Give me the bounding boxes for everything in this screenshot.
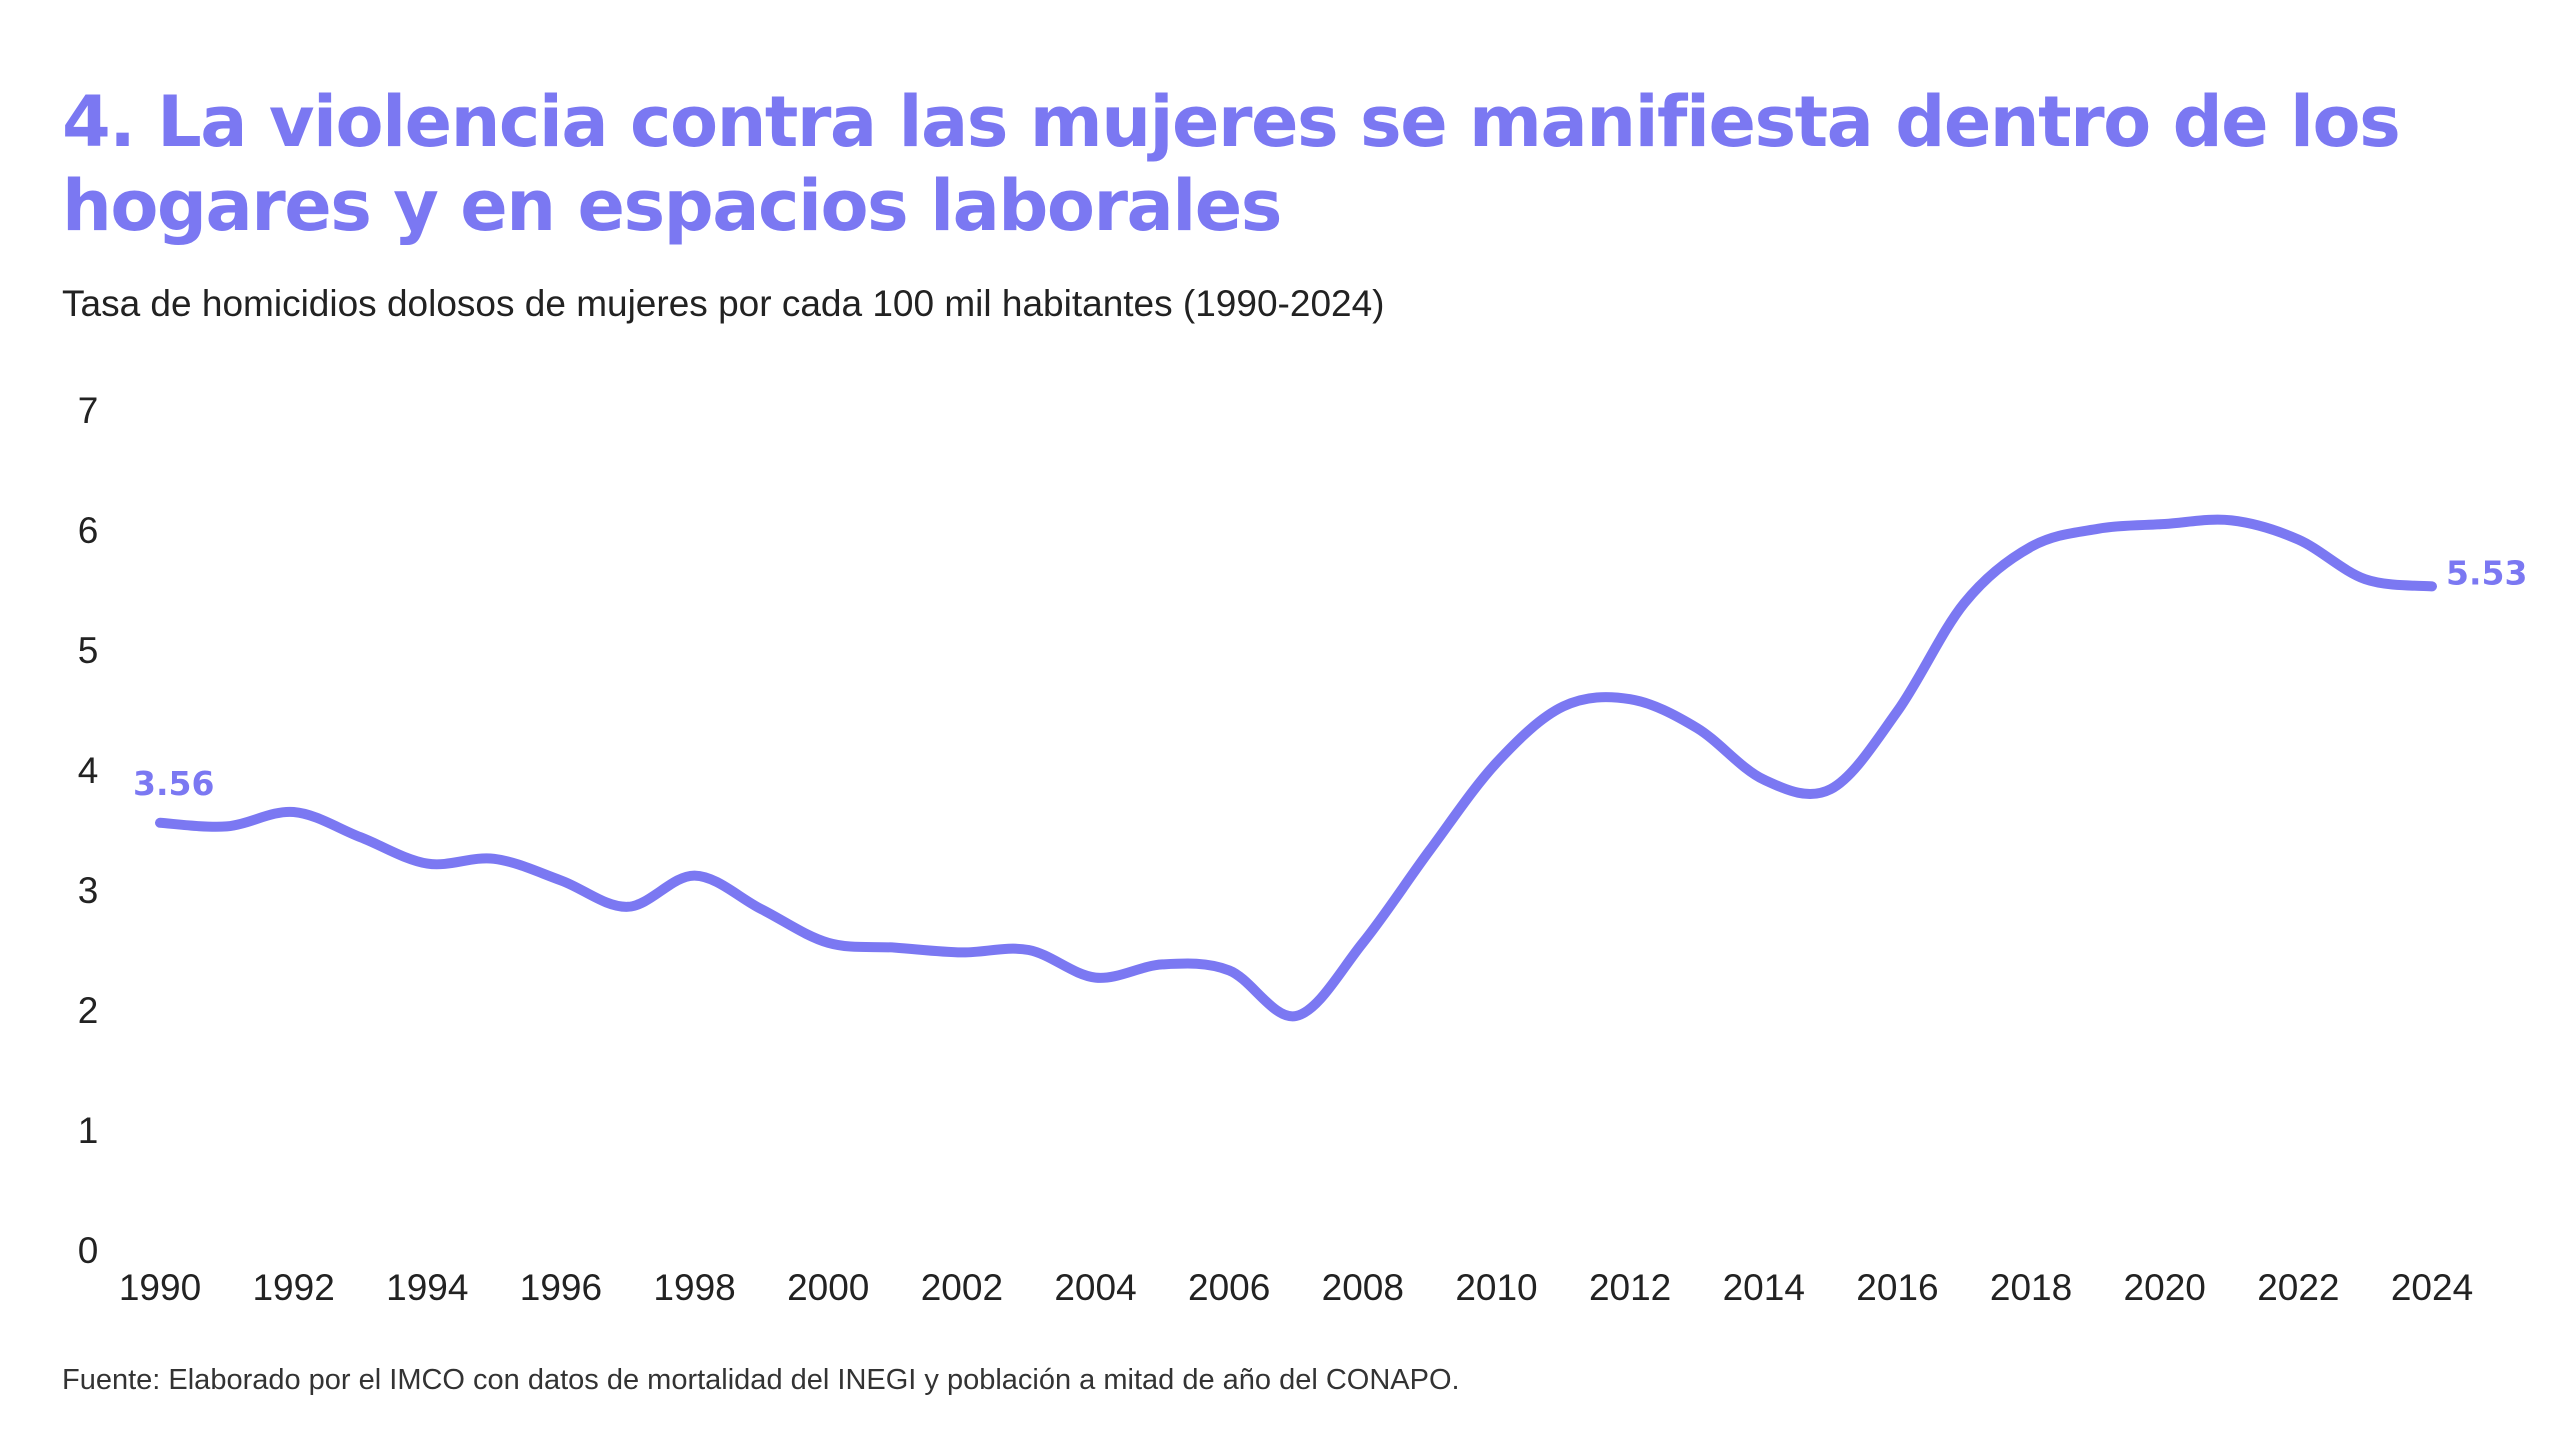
data-point xyxy=(2026,542,2036,552)
x-tick-label: 2022 xyxy=(2257,1267,2339,1308)
data-point xyxy=(1091,973,1101,983)
data-point xyxy=(2360,574,2370,584)
data-point xyxy=(957,947,967,957)
y-tick-label: 0 xyxy=(78,1230,99,1271)
x-tick-label: 2018 xyxy=(1990,1267,2072,1308)
data-point xyxy=(890,943,900,953)
x-tick-label: 1996 xyxy=(520,1267,602,1308)
data-label-end: 5.53 xyxy=(2446,553,2527,592)
data-point xyxy=(1291,1011,1301,1021)
data-point xyxy=(756,904,766,914)
data-point xyxy=(2160,519,2170,529)
data-point xyxy=(1491,758,1501,768)
x-tick-label: 2010 xyxy=(1455,1267,1537,1308)
data-point xyxy=(1024,945,1034,955)
series-line xyxy=(155,514,2437,1022)
data-point xyxy=(1224,965,1234,975)
line-chart: 0 1 2 3 4 5 6 7 1990 1992 1994 1996 1998 2000 2002 200… xyxy=(78,390,2528,1308)
data-point xyxy=(155,818,165,828)
x-tick-label: 2014 xyxy=(1723,1267,1805,1308)
data-point xyxy=(1892,706,1902,716)
x-tick-label: 2002 xyxy=(921,1267,1003,1308)
chart-subtitle: Tasa de homicidios dolosos de mujeres po… xyxy=(62,283,1385,324)
y-tick-label: 4 xyxy=(78,750,99,791)
data-point xyxy=(1558,701,1568,711)
data-point xyxy=(1425,845,1435,855)
y-axis: 0 1 2 3 4 5 6 7 xyxy=(78,390,99,1271)
x-tick-label: 1998 xyxy=(653,1267,735,1308)
data-point xyxy=(690,871,700,881)
y-tick-label: 6 xyxy=(78,510,99,551)
x-tick-label: 2016 xyxy=(1856,1267,1938,1308)
chart-title: 4. La violencia contra las mujeres se ma… xyxy=(62,81,2401,247)
data-point xyxy=(2093,524,2103,534)
data-point xyxy=(222,821,232,831)
data-point xyxy=(422,859,432,869)
x-tick-label: 2000 xyxy=(787,1267,869,1308)
data-point xyxy=(1625,694,1635,704)
data-point xyxy=(623,902,633,912)
y-tick-label: 2 xyxy=(78,990,99,1031)
x-tick-label: 1994 xyxy=(386,1267,468,1308)
x-tick-label: 2012 xyxy=(1589,1267,1671,1308)
x-tick-label: 2006 xyxy=(1188,1267,1270,1308)
data-point xyxy=(823,938,833,948)
data-point xyxy=(556,875,566,885)
data-labels: 3.56 5.53 xyxy=(133,553,2527,802)
x-tick-label: 1992 xyxy=(252,1267,334,1308)
source-note: Fuente: Elaborado por el IMCO con datos … xyxy=(62,1364,1460,1396)
x-tick-label: 1990 xyxy=(119,1267,201,1308)
x-tick-label: 2024 xyxy=(2391,1267,2473,1308)
x-tick-label: 2004 xyxy=(1054,1267,1136,1308)
data-point xyxy=(2227,515,2237,525)
series-group xyxy=(155,514,2437,1022)
y-tick-label: 7 xyxy=(78,390,99,431)
data-point xyxy=(289,807,299,817)
data-point xyxy=(1358,938,1368,948)
data-point xyxy=(2293,535,2303,545)
data-label-start: 3.56 xyxy=(133,764,214,803)
data-point xyxy=(1157,959,1167,969)
x-tick-label: 2020 xyxy=(2124,1267,2206,1308)
data-point xyxy=(2427,581,2437,591)
x-axis: 1990 1992 1994 1996 1998 2000 2002 2004 2006 2008… xyxy=(119,1267,2473,1308)
y-tick-label: 3 xyxy=(78,870,99,911)
data-point xyxy=(1692,723,1702,733)
y-tick-label: 1 xyxy=(78,1110,99,1151)
y-tick-label: 5 xyxy=(78,630,99,671)
x-tick-label: 2008 xyxy=(1322,1267,1404,1308)
data-point xyxy=(1759,775,1769,785)
data-point xyxy=(1959,598,1969,608)
data-point xyxy=(355,832,365,842)
data-point xyxy=(489,854,499,864)
data-point xyxy=(1826,784,1836,794)
